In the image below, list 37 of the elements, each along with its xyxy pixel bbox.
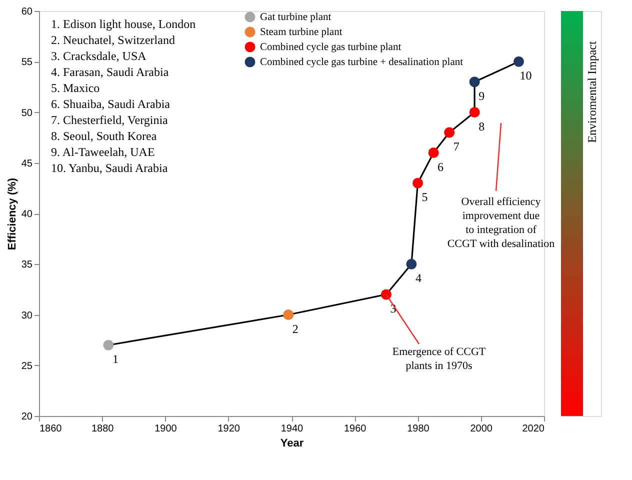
- y-tick-label: 20: [21, 412, 33, 422]
- annotation: 5: [422, 190, 428, 204]
- annotation: 4: [415, 271, 422, 286]
- legend-label: Steam turbine plant: [260, 27, 342, 38]
- legend-label: Gat turbine plant: [260, 12, 332, 23]
- annotation: 8: [478, 119, 485, 134]
- y-tick-label: 55: [21, 57, 33, 68]
- x-tick-label: 1940: [280, 424, 304, 434]
- annotation: 2: [292, 322, 298, 336]
- annotation: 7: [453, 140, 460, 154]
- x-tick-label: 2020: [522, 424, 545, 434]
- y-tick-label: 40: [21, 209, 33, 220]
- color-bar-title: Enviromental Impact: [585, 40, 599, 143]
- x-tick-label: 1860: [40, 424, 62, 434]
- y-tick-label: 60: [21, 6, 33, 18]
- legend-label: Combined cycle gas turbine + desalination plant: [260, 57, 464, 68]
- x-tick-label: 1960: [344, 424, 367, 434]
- text: 1. Edison light house, London 2. Neuchatel, Switzerland 3. Cracksdale, USA 4. Farasan, Saudi Arabia 5. Maxico 6. Shuaiba, Saudi Arabia 7. Chesterfield, Verginia 8. Seoul, South Korea 9. Al-Taweelah, UAE 10. Yanbu, Saudi Arabia: [51, 17, 196, 175]
- annotation: Overall efficiency improvement due to integration of CCGT with desalination: [447, 196, 556, 250]
- x-tick-label: 1900: [154, 424, 178, 434]
- y-tick-label: 45: [21, 158, 33, 170]
- annotation: Emergence of CCGT plants in 1970s: [392, 346, 486, 372]
- x-tick-label: 2000: [470, 424, 493, 434]
- y-tick-label: 35: [21, 260, 33, 271]
- x-tick-label: 1920: [218, 424, 240, 434]
- x-tick-label: 1980: [407, 424, 430, 434]
- y-axis-title: Efficiency (%): [6, 178, 18, 250]
- y-tick-label: 25: [21, 360, 33, 372]
- x-axis-title: Year: [280, 438, 304, 450]
- annotation: 9: [478, 88, 485, 103]
- annotation: 6: [438, 160, 444, 174]
- annotation: 1: [112, 352, 118, 366]
- y-tick-label: 50: [21, 108, 33, 119]
- annotation: 10: [520, 68, 532, 83]
- legend-label: Combined cycle gas turbine plant: [260, 42, 402, 53]
- y-tick-label: 30: [21, 310, 33, 322]
- x-tick-label: 1880: [92, 424, 114, 434]
